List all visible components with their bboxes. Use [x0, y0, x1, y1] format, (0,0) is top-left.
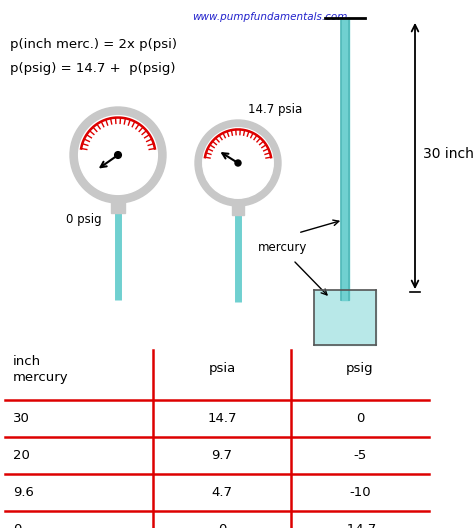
Circle shape — [115, 152, 121, 158]
Text: mercury: mercury — [258, 241, 307, 254]
Text: psig: psig — [346, 362, 374, 375]
Text: 14.7: 14.7 — [207, 412, 237, 425]
Text: 20: 20 — [13, 449, 30, 462]
Text: 9.6: 9.6 — [13, 486, 34, 499]
Text: 30 inches: 30 inches — [423, 147, 474, 161]
Bar — [314, 290, 376, 345]
Text: 0: 0 — [356, 412, 364, 425]
Text: -14.7: -14.7 — [343, 523, 377, 528]
Text: 9.7: 9.7 — [211, 449, 233, 462]
Bar — [341, 18, 349, 300]
Circle shape — [79, 116, 157, 194]
Circle shape — [203, 128, 273, 198]
Text: 14.7 psia: 14.7 psia — [248, 103, 302, 116]
Bar — [232, 204, 245, 215]
Text: -10: -10 — [349, 486, 371, 499]
Circle shape — [195, 120, 281, 206]
Text: 0: 0 — [13, 523, 21, 528]
Text: p(psig) = 14.7 +  p(psig): p(psig) = 14.7 + p(psig) — [10, 62, 175, 75]
Text: 4.7: 4.7 — [211, 486, 233, 499]
Text: www.pumpfundamentals.com: www.pumpfundamentals.com — [192, 12, 348, 22]
Text: 0: 0 — [218, 523, 226, 528]
Text: 30: 30 — [13, 412, 30, 425]
Text: psia: psia — [209, 362, 236, 375]
Circle shape — [70, 107, 166, 203]
Text: p(inch merc.) = 2x p(psi): p(inch merc.) = 2x p(psi) — [10, 38, 177, 51]
Text: -5: -5 — [354, 449, 366, 462]
Circle shape — [235, 160, 241, 166]
Text: 0 psig: 0 psig — [66, 213, 101, 226]
Bar — [111, 201, 125, 213]
Text: inch
mercury: inch mercury — [13, 355, 69, 384]
